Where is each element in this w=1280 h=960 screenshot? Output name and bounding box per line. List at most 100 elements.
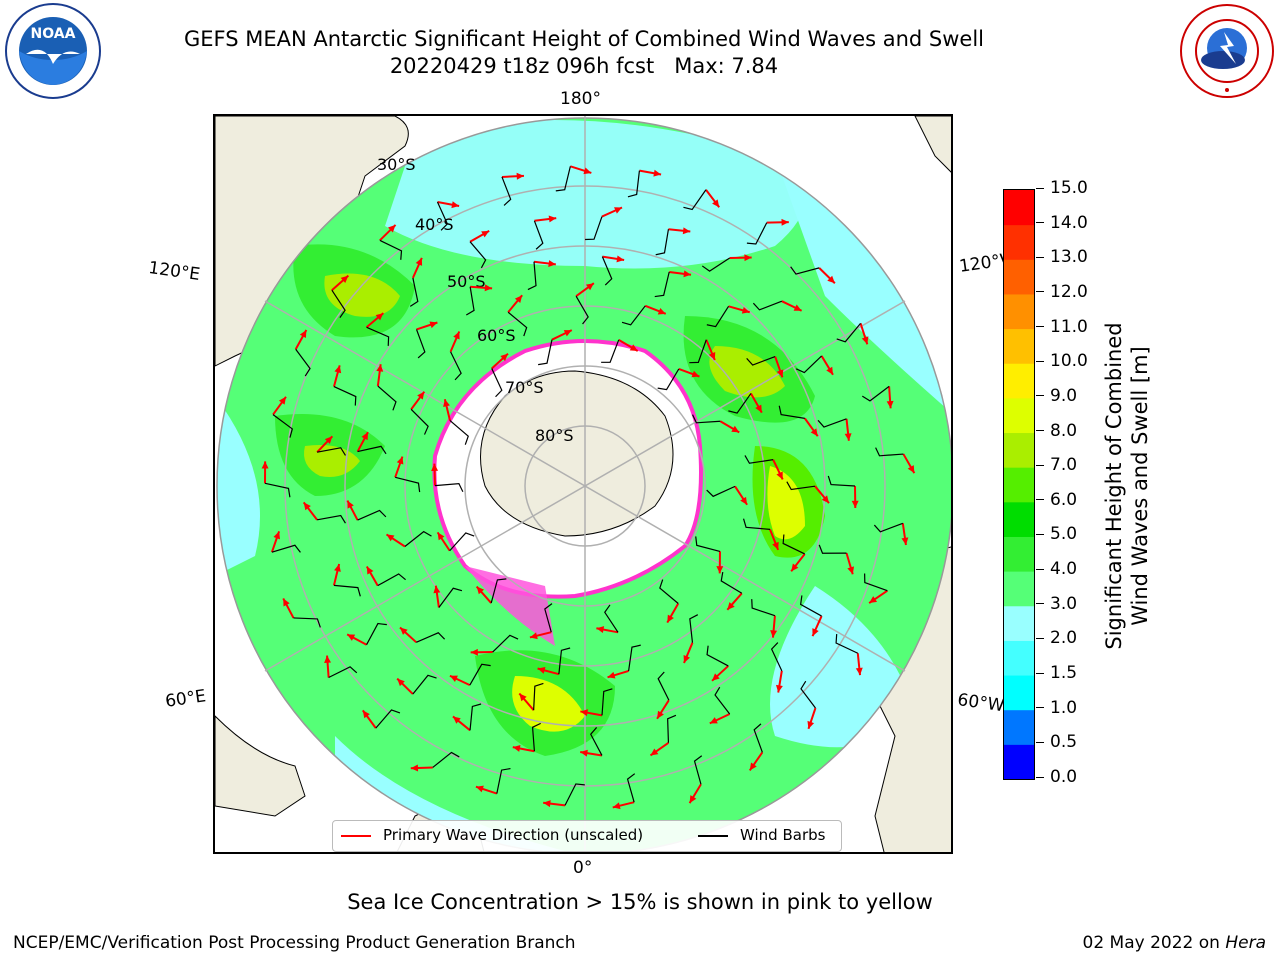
wind-barb (375, 709, 401, 729)
colorbar-title-line2: Wind Waves and Swell [m] (1128, 346, 1152, 626)
wind-barb (706, 645, 729, 667)
wind-barb (770, 642, 783, 672)
wind-barb (317, 447, 346, 456)
wave-direction-arrowhead (366, 566, 374, 575)
wave-direction-arrowhead (907, 465, 915, 474)
wave-direction-arrowhead (437, 532, 445, 541)
wave-direction-arrowhead (727, 602, 735, 610)
chart-subtitle: 20220429 t18z 096h fcst Max: 7.84 (389, 54, 779, 78)
wind-barb (790, 266, 820, 275)
wind-barb (544, 603, 553, 633)
wave-direction-arrowhead (583, 167, 592, 175)
lon-label-120e: 120°E (147, 258, 202, 286)
wave-direction-arrowhead (776, 369, 784, 378)
wind-barb (692, 414, 721, 424)
wind-barb (659, 579, 679, 604)
wind-barb (667, 714, 677, 743)
wave-direction-arrowhead (585, 283, 594, 291)
wind-barb (434, 483, 464, 493)
wave-direction-arrowhead (514, 295, 523, 304)
wind-barb (585, 216, 603, 241)
wave-direction-arrowhead (429, 321, 438, 329)
wave-direction-arrowhead (563, 330, 572, 337)
wind-barb (527, 261, 537, 291)
colorbar-segment (1004, 536, 1034, 572)
legend-line-black (698, 835, 728, 837)
wave-direction-arrowhead (810, 428, 818, 437)
wave-direction-arrowhead (410, 764, 419, 772)
wave-direction-arrowhead (519, 693, 527, 702)
colorbar-segment (1004, 328, 1034, 364)
chart-title: GEFS MEAN Antarctic Significant Height o… (183, 27, 985, 51)
wave-direction-arrowhead (324, 436, 333, 444)
legend-label-wind-barbs: Wind Barbs (740, 826, 826, 844)
colorbar-title: Significant Height of Combined Wind Wave… (1101, 306, 1153, 666)
lon-label-180: 180° (560, 89, 601, 109)
wind-barb (533, 682, 544, 711)
noaa-logo: NOAA (4, 2, 102, 100)
legend-line-red (341, 835, 371, 837)
footer-host: Hera (1225, 933, 1266, 953)
wind-barb (604, 604, 619, 633)
colorbar-segment (1004, 675, 1034, 711)
wind-barb (538, 339, 553, 366)
wind-barb (689, 614, 699, 643)
wind-barb (873, 522, 904, 533)
wave-direction-arrowhead (708, 352, 716, 361)
colorbar-segment (1004, 190, 1034, 226)
wave-direction-arrowhead (657, 710, 664, 719)
wave-direction-arrowhead (657, 307, 666, 315)
wave-direction-arrowhead (682, 227, 691, 235)
wind-barb (409, 277, 419, 307)
wind-barb (564, 783, 585, 806)
colorbar-tick-label: 7.0 (1036, 455, 1077, 475)
wind-barb (827, 475, 856, 487)
wind-barb (415, 329, 426, 359)
wave-direction-arrowhead (740, 496, 748, 505)
wind-barb (496, 767, 511, 794)
map-panel[interactable]: 30°S 40°S 50°S 60°S 70°S 80°S Primary Wa… (213, 114, 953, 854)
wave-direction-arrowhead (821, 495, 829, 504)
wind-barb (799, 595, 822, 617)
wind-barb (490, 578, 507, 604)
wind-barb (377, 385, 397, 411)
wave-direction-arrowhead (607, 671, 616, 679)
wind-barb (331, 289, 346, 318)
wind-barb (742, 518, 771, 530)
legend-label-wave-direction: Primary Wave Direction (unscaled) (383, 826, 644, 844)
wind-barb (366, 622, 387, 645)
lon-label-60e: 60°E (164, 686, 208, 712)
wave-direction-arrowhead (775, 684, 783, 693)
wave-direction-arrowhead (869, 596, 878, 604)
polar-map[interactable]: 30°S 40°S 50°S 60°S 70°S 80°S (215, 116, 953, 854)
wave-direction-arrowhead (548, 260, 556, 267)
wave-direction-arrowhead (543, 800, 551, 808)
colorbar-tick-label: 6.0 (1036, 490, 1077, 510)
wave-direction-arrowhead (691, 370, 700, 378)
wind-barb (412, 674, 437, 695)
wind-barb (836, 322, 862, 343)
wave-direction-arrowhead (791, 563, 799, 572)
wind-barb (657, 368, 680, 391)
wave-direction-arrowhead (387, 224, 396, 233)
wave-direction-arrowhead (415, 257, 423, 266)
wave-direction-arrowhead (851, 500, 859, 508)
wind-barb (746, 356, 776, 366)
wave-direction-arrowhead (793, 304, 802, 311)
wave-direction-arrowhead (755, 404, 762, 413)
colorbar-tick-label: 4.0 (1036, 559, 1077, 579)
wave-direction-arrowhead (453, 331, 460, 340)
wave-direction-arrowhead (334, 365, 342, 374)
wind-barb (752, 300, 783, 311)
wind-barb (357, 445, 387, 455)
wave-direction-arrowhead (596, 626, 605, 634)
wave-direction-arrowhead (399, 627, 408, 635)
wave-direction-arrowhead (712, 199, 720, 208)
wave-direction-arrowhead (481, 230, 490, 238)
wave-direction-arrowhead (650, 748, 659, 756)
wave-direction-arrowhead (299, 329, 307, 338)
wave-direction-arrowhead (361, 432, 368, 441)
colorbar-segment (1004, 501, 1034, 537)
wind-barb (714, 686, 731, 715)
antarctica (432, 339, 703, 646)
